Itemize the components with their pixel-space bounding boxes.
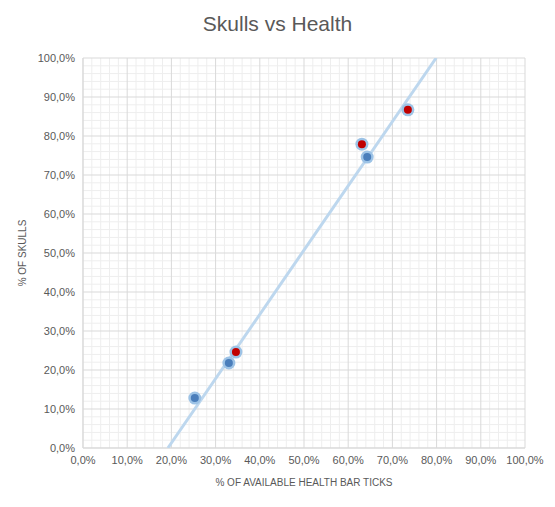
svg-text:20,0%: 20,0% <box>44 364 75 376</box>
svg-text:80,0%: 80,0% <box>44 130 75 142</box>
svg-text:10,0%: 10,0% <box>112 454 143 466</box>
svg-text:20,0%: 20,0% <box>156 454 187 466</box>
svg-text:30,0%: 30,0% <box>200 454 231 466</box>
svg-text:100,0%: 100,0% <box>38 52 76 64</box>
svg-text:40,0%: 40,0% <box>244 454 275 466</box>
svg-text:80,0%: 80,0% <box>421 454 452 466</box>
svg-text:60,0%: 60,0% <box>44 208 75 220</box>
svg-text:100,0%: 100,0% <box>506 454 544 466</box>
svg-text:70,0%: 70,0% <box>44 169 75 181</box>
svg-text:70,0%: 70,0% <box>377 454 408 466</box>
svg-text:0,0%: 0,0% <box>50 442 75 454</box>
svg-text:40,0%: 40,0% <box>44 286 75 298</box>
svg-text:% OF SKULLS: % OF SKULLS <box>17 219 28 286</box>
svg-text:90,0%: 90,0% <box>465 454 496 466</box>
svg-text:% OF AVAILABLE HEALTH BAR TICK: % OF AVAILABLE HEALTH BAR TICKS <box>215 477 392 488</box>
html-text:Skulls vs Health: Skulls vs Health <box>202 12 353 35</box>
svg-text:60,0%: 60,0% <box>333 454 364 466</box>
svg-text:90,0%: 90,0% <box>44 91 75 103</box>
svg-text:10,0%: 10,0% <box>44 403 75 415</box>
svg-text:30,0%: 30,0% <box>44 325 75 337</box>
svg-text:50,0%: 50,0% <box>288 454 319 466</box>
svg-text:50,0%: 50,0% <box>44 247 75 259</box>
svg-text:0,0%: 0,0% <box>70 454 95 466</box>
